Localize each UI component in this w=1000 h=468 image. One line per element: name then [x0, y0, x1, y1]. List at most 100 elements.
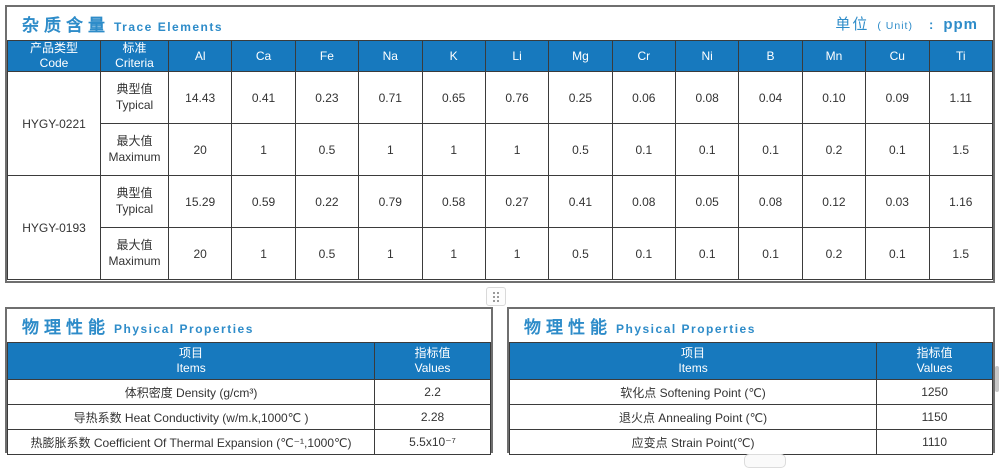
physical-left-title-en: Physical Properties	[114, 322, 254, 336]
bottom-drag-handle[interactable]	[744, 454, 786, 468]
value-cell: 0.5	[294, 227, 360, 280]
value-cell: 0.12	[801, 175, 867, 228]
column-header-items: 项目 Items	[508, 342, 878, 380]
value-cell: 0.5	[294, 123, 360, 176]
table-row: HYGY-0193 典型值 Typical 15.29 0.59 0.22 0.…	[7, 175, 993, 280]
value-cell: 1	[358, 123, 423, 176]
trace-section-header: 杂质含量 Trace Elements 单位 ( Unit) : ppm	[7, 7, 993, 40]
column-header-element: Al	[167, 40, 233, 72]
value-cell: 0.41	[548, 175, 613, 228]
value-cell: 0.1	[674, 227, 740, 280]
value-cell: 0.2	[801, 123, 867, 176]
value-cell: 0.05	[674, 175, 740, 228]
vertical-scrollbar-thumb[interactable]	[995, 366, 999, 392]
value-cell: 1.5	[928, 123, 993, 176]
value-cell: 0.76	[484, 71, 550, 124]
table-row: 热膨胀系数 Coefficient Of Thermal Expansion (…	[6, 429, 491, 455]
value-cell: 20	[167, 123, 233, 176]
value-cell: 0.2	[801, 227, 867, 280]
physical-right-table: 项目 Items 指标值 Values 软化点 Softening Point …	[508, 342, 993, 455]
physical-right-header: 物理性能 Physical Properties	[509, 309, 993, 342]
unit-label-en: ( Unit)	[877, 20, 913, 32]
column-header-element: Ca	[231, 40, 296, 72]
value-cell: 0.25	[548, 71, 613, 124]
physical-right-title: 物理性能 Physical Properties	[524, 313, 756, 338]
property-value-cell: 2.2	[374, 379, 491, 405]
physical-properties-left-section: 物理性能 Physical Properties 项目 Items 指标值 Va…	[5, 307, 493, 455]
table-row: 软化点 Softening Point (℃) 1250	[508, 379, 993, 405]
physical-right-header-row: 项目 Items 指标值 Values	[508, 342, 993, 380]
table-row: 体积密度 Density (g/cm³) 2.2	[6, 379, 491, 405]
trace-header-row: 产品类型 Code 标准 Criteria Al Ca Fe Na K Li M…	[7, 40, 993, 72]
value-cell: 0.71	[358, 71, 423, 124]
unit-colon: :	[928, 17, 934, 32]
value-cell: 0.1	[611, 227, 677, 280]
column-header-element: Na	[358, 40, 423, 72]
property-value-cell: 5.5x10⁻⁷	[374, 429, 491, 455]
value-cell: 0.1	[865, 123, 930, 176]
value-cell: 0.27	[484, 175, 550, 228]
value-cell: 0.08	[738, 175, 803, 228]
column-header-element: Cr	[611, 40, 677, 72]
table-row: HYGY-0221 典型值 Typical 14.43 0.41 0.23 0.…	[7, 71, 993, 176]
value-cell: 1	[231, 227, 296, 280]
product-code-cell: HYGY-0193	[7, 175, 101, 280]
value-cell: 0.65	[421, 71, 486, 124]
physical-left-header-row: 项目 Items 指标值 Values	[6, 342, 491, 380]
property-item-cell: 体积密度 Density (g/cm³)	[6, 379, 376, 405]
table-row: 应变点 Strain Point(℃) 1110	[508, 429, 993, 455]
column-header-element: B	[738, 40, 803, 72]
value-cell: 0.22	[294, 175, 360, 228]
property-value-cell: 1110	[876, 429, 993, 455]
product-code-cell: HYGY-0221	[7, 71, 101, 176]
value-cell: 1	[358, 227, 423, 280]
table-row: 退火点 Annealing Point (℃) 1150	[508, 404, 993, 430]
value-cell: 0.08	[674, 71, 740, 124]
value-cell: 0.41	[231, 71, 296, 124]
physical-left-title-zh: 物理性能	[22, 318, 110, 337]
value-cell: 1	[421, 123, 486, 176]
value-cell: 14.43	[167, 71, 233, 124]
property-item-cell: 退火点 Annealing Point (℃)	[508, 404, 878, 430]
criteria-cell: 典型值 Typical	[100, 71, 169, 124]
value-cell: 0.03	[865, 175, 930, 228]
column-header-element: K	[421, 40, 486, 72]
value-cell: 1	[421, 227, 486, 280]
trace-elements-table: 产品类型 Code 标准 Criteria Al Ca Fe Na K Li M…	[7, 40, 993, 280]
property-item-cell: 导热系数 Heat Conductivity (w/m.k,1000℃ )	[6, 404, 376, 430]
trace-elements-section: 杂质含量 Trace Elements 单位 ( Unit) : ppm 产品类…	[5, 5, 995, 283]
section-drag-handle[interactable]	[486, 287, 506, 306]
value-cell: 0.1	[738, 227, 803, 280]
value-cell: 20	[167, 227, 233, 280]
value-cell: 0.09	[865, 71, 930, 124]
trace-title-en: Trace Elements	[114, 20, 224, 34]
physical-right-title-zh: 物理性能	[524, 318, 612, 337]
physical-left-title: 物理性能 Physical Properties	[22, 313, 254, 338]
value-cell: 1	[484, 227, 550, 280]
unit-indicator: 单位 ( Unit) : ppm	[835, 13, 978, 34]
column-header-code: 产品类型 Code	[7, 40, 101, 72]
value-cell: 0.10	[801, 71, 867, 124]
trace-title-zh: 杂质含量	[22, 16, 110, 35]
column-header-element: Fe	[294, 40, 360, 72]
value-cell: 1	[484, 123, 550, 176]
column-header-element: Mn	[801, 40, 867, 72]
physical-right-title-en: Physical Properties	[616, 322, 756, 336]
column-header-element: Ni	[674, 40, 740, 72]
value-cell: 0.5	[548, 227, 613, 280]
column-header-element: Mg	[548, 40, 613, 72]
value-cell: 1.5	[928, 227, 993, 280]
value-cell: 0.59	[231, 175, 296, 228]
unit-value: ppm	[943, 16, 978, 33]
value-cell: 0.5	[548, 123, 613, 176]
table-row: 最大值 Maximum 20 1 0.5 1 1 1 0.5 0.1 0.1 0…	[8, 227, 993, 280]
property-item-cell: 应变点 Strain Point(℃)	[508, 429, 878, 455]
column-header-criteria: 标准 Criteria	[100, 40, 169, 72]
value-cell: 0.04	[738, 71, 803, 124]
physical-left-header: 物理性能 Physical Properties	[7, 309, 491, 342]
column-header-element: Cu	[865, 40, 930, 72]
unit-label-zh: 单位	[835, 16, 870, 33]
value-cell: 0.23	[294, 71, 360, 124]
property-value-cell: 1150	[876, 404, 993, 430]
value-cell: 0.1	[674, 123, 740, 176]
